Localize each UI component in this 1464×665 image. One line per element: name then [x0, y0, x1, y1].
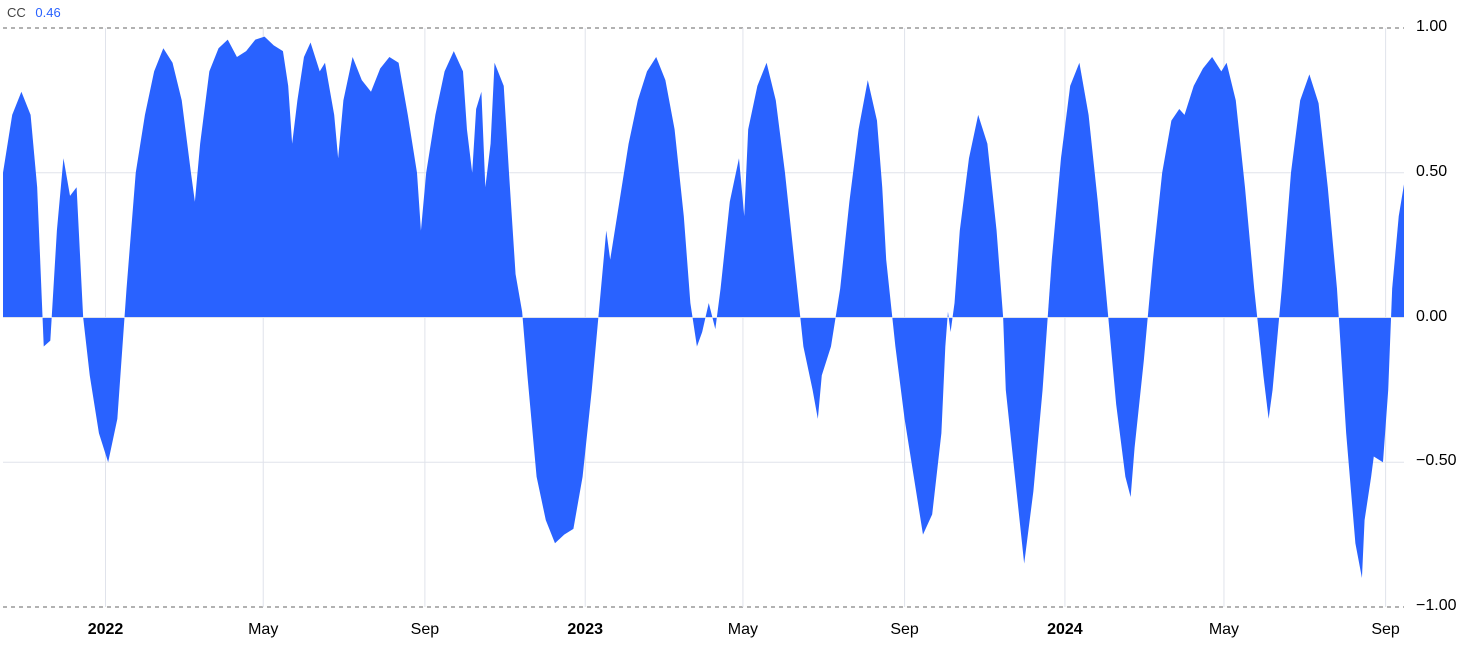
y-tick-label: −0.50 [1416, 452, 1464, 470]
x-tick-label: 2024 [1047, 621, 1083, 639]
x-tick-label: Sep [411, 621, 439, 639]
x-tick-label: May [1209, 621, 1239, 639]
x-tick-label: May [728, 621, 758, 639]
y-tick-label: 0.00 [1416, 308, 1464, 326]
y-tick-label: −1.00 [1416, 597, 1464, 615]
legend-value: 0.46 [35, 5, 60, 20]
chart-legend: CC 0.46 [7, 6, 61, 19]
y-tick-label: 0.50 [1416, 163, 1464, 181]
x-tick-label: Sep [890, 621, 918, 639]
cc-area-chart[interactable]: CC 0.46 −1.00 −0.50 0.00 0.50 1.00 2022 May Sep… [0, 0, 1464, 665]
legend-symbol: CC [7, 5, 26, 20]
chart-svg [0, 0, 1464, 665]
x-tick-label: 2022 [88, 621, 124, 639]
y-tick-label: 1.00 [1416, 18, 1464, 36]
x-tick-label: May [248, 621, 278, 639]
x-tick-label: 2023 [567, 621, 603, 639]
x-tick-label: Sep [1371, 621, 1399, 639]
